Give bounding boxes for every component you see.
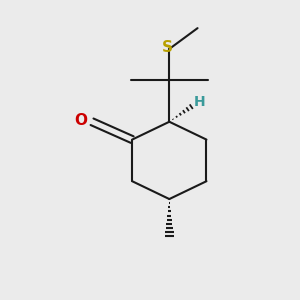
Text: S: S bbox=[162, 40, 173, 55]
Text: H: H bbox=[194, 95, 206, 110]
Text: O: O bbox=[74, 113, 88, 128]
